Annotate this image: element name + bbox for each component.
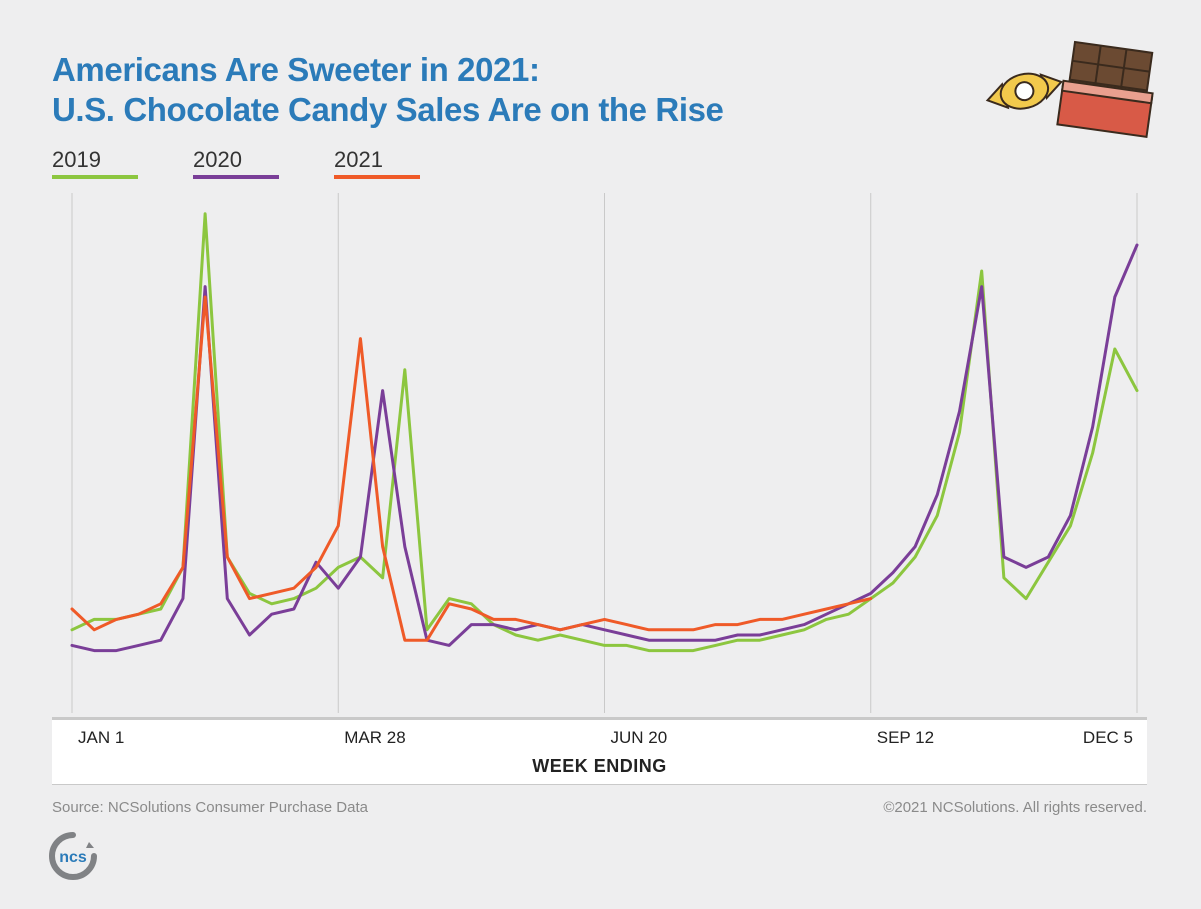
x-axis: WEEK ENDING JAN 1 MAR 28 JUN 20 SEP 12 DEC 5 xyxy=(52,717,1147,785)
x-tick: JUN 20 xyxy=(611,728,668,748)
series-2021 xyxy=(72,297,871,640)
x-tick: JAN 1 xyxy=(78,728,124,748)
x-tick: SEP 12 xyxy=(877,728,934,748)
legend-label: 2021 xyxy=(334,147,383,173)
rights-text: ©2021 NCSolutions. All rights reserved. xyxy=(883,799,1147,816)
legend-item: 2020 xyxy=(193,147,279,179)
legend-item: 2019 xyxy=(52,147,138,179)
source-text: Source: NCSolutions Consumer Purchase Da… xyxy=(52,799,368,816)
ncs-logo: ncs xyxy=(48,831,98,881)
title-line-1: Americans Are Sweeter in 2021: xyxy=(52,51,540,88)
title-line-2: U.S. Chocolate Candy Sales Are on the Ri… xyxy=(52,91,724,128)
svg-text:ncs: ncs xyxy=(59,849,87,866)
line-chart xyxy=(52,187,1147,717)
x-tick: MAR 28 xyxy=(344,728,405,748)
legend-swatch xyxy=(193,175,279,179)
legend-swatch xyxy=(52,175,138,179)
legend-label: 2020 xyxy=(193,147,242,173)
legend: 2019 2020 2021 xyxy=(52,147,1149,179)
legend-swatch xyxy=(334,175,420,179)
x-axis-label: WEEK ENDING xyxy=(532,756,667,777)
legend-label: 2019 xyxy=(52,147,101,173)
legend-item: 2021 xyxy=(334,147,420,179)
footer: Source: NCSolutions Consumer Purchase Da… xyxy=(52,799,1147,816)
x-tick: DEC 5 xyxy=(1083,728,1133,748)
candy-illustration xyxy=(983,38,1163,148)
